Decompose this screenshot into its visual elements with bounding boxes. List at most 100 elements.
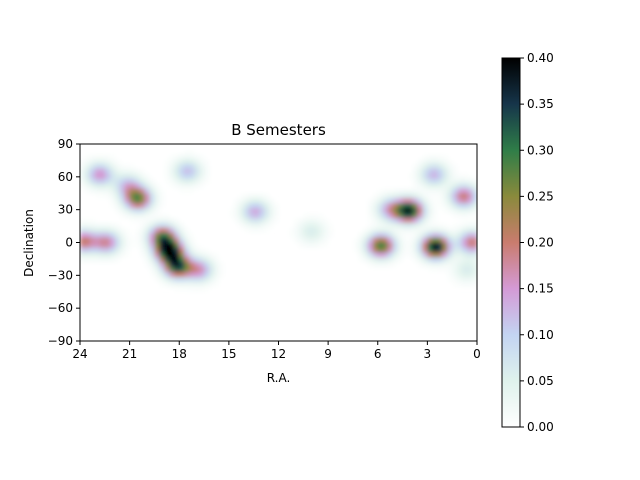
heatmap-cell bbox=[89, 227, 96, 234]
heatmap-cell bbox=[457, 247, 463, 253]
x-tick-label: 3 bbox=[424, 347, 432, 361]
heatmap-cell bbox=[382, 252, 389, 258]
heatmap-cell bbox=[159, 281, 165, 288]
heatmap-cell bbox=[114, 222, 121, 229]
heatmap-cell bbox=[432, 262, 438, 268]
heatmap-cell bbox=[243, 212, 250, 219]
heatmap-cell bbox=[164, 173, 170, 180]
heatmap-cell bbox=[467, 276, 473, 283]
heatmap-cell bbox=[213, 276, 220, 283]
heatmap-cell bbox=[387, 198, 394, 204]
heatmap-cell bbox=[437, 163, 443, 170]
heatmap-cell bbox=[452, 242, 458, 249]
y-tick-label: −30 bbox=[48, 268, 73, 282]
heatmap-cell bbox=[179, 262, 185, 268]
heatmap-cell bbox=[462, 232, 468, 239]
heatmap-cell bbox=[248, 217, 255, 224]
heatmap-cell bbox=[263, 198, 270, 204]
heatmap-cell bbox=[253, 193, 260, 199]
heatmap-cell bbox=[457, 267, 463, 273]
heatmap-cell bbox=[452, 222, 458, 229]
heatmap-cell bbox=[432, 188, 438, 194]
heatmap-cell bbox=[318, 212, 324, 219]
heatmap-cell bbox=[144, 203, 151, 209]
heatmap-cell bbox=[84, 163, 91, 170]
heatmap-cell bbox=[437, 257, 443, 263]
heatmap-cell bbox=[169, 158, 175, 165]
heatmap-cell bbox=[149, 262, 156, 268]
heatmap-cell bbox=[442, 173, 448, 180]
heatmap-cell bbox=[377, 227, 384, 234]
heatmap-cell bbox=[392, 227, 399, 234]
heatmap-cell bbox=[119, 237, 126, 244]
heatmap-cell bbox=[422, 208, 428, 214]
heatmap-cell bbox=[144, 227, 151, 234]
heatmap-cell bbox=[437, 203, 443, 209]
heatmap-cell bbox=[174, 168, 180, 175]
y-tick-label: 30 bbox=[58, 203, 73, 217]
heatmap-cell bbox=[432, 252, 438, 258]
heatmap-cell bbox=[154, 242, 160, 249]
heatmap-cell bbox=[169, 168, 175, 175]
heatmap-cell bbox=[407, 222, 414, 229]
x-tick-label: 0 bbox=[473, 347, 481, 361]
heatmap-cell bbox=[462, 272, 468, 278]
heatmap-cell bbox=[382, 222, 389, 229]
heatmap-cell bbox=[372, 247, 379, 253]
heatmap-cell bbox=[462, 217, 468, 224]
heatmap-cell bbox=[179, 168, 185, 175]
heatmap-cell bbox=[447, 198, 453, 204]
heatmap-cell bbox=[382, 242, 389, 249]
heatmap-cell bbox=[129, 163, 136, 170]
colorbar-tick-label: 0.30 bbox=[527, 143, 554, 157]
heatmap-cell bbox=[139, 237, 146, 244]
heatmap-cell bbox=[372, 203, 379, 209]
heatmap-cell bbox=[432, 227, 438, 234]
heatmap-cell bbox=[144, 242, 151, 249]
heatmap-cell bbox=[174, 158, 180, 165]
heatmap-cell bbox=[377, 222, 384, 229]
heatmap-cell bbox=[109, 252, 116, 258]
heatmap-cell bbox=[169, 242, 175, 249]
heatmap-cell bbox=[427, 203, 433, 209]
heatmap-cell bbox=[164, 163, 170, 170]
heatmap-cell bbox=[174, 232, 180, 239]
heatmap-cell bbox=[367, 217, 374, 224]
heatmap-cell bbox=[144, 178, 151, 184]
heatmap-cell bbox=[462, 227, 468, 234]
heatmap-cell bbox=[174, 183, 180, 189]
heatmap-cell bbox=[109, 188, 116, 194]
heatmap-cell bbox=[318, 222, 324, 229]
heatmap-cell bbox=[209, 267, 215, 273]
heatmap-cell bbox=[218, 262, 225, 268]
heatmap-cell bbox=[467, 188, 473, 194]
heatmap-cell bbox=[194, 178, 200, 184]
heatmap-cell bbox=[427, 222, 433, 229]
heatmap-cell bbox=[457, 262, 463, 268]
heatmap-cell bbox=[209, 276, 215, 283]
heatmap-cell bbox=[179, 188, 185, 194]
heatmap-cell bbox=[417, 193, 424, 199]
heatmap-cell bbox=[179, 222, 185, 229]
heatmap-cell bbox=[213, 252, 220, 258]
heatmap-cell bbox=[149, 183, 156, 189]
heatmap-cell bbox=[407, 252, 414, 258]
heatmap-cell bbox=[144, 232, 151, 239]
heatmap-cell bbox=[243, 193, 250, 199]
heatmap-cell bbox=[169, 217, 175, 224]
heatmap-cell bbox=[209, 257, 215, 263]
heatmap-cell bbox=[442, 222, 448, 229]
heatmap-cell bbox=[447, 208, 453, 214]
heatmap-cell bbox=[432, 203, 438, 209]
heatmap-cell bbox=[382, 208, 389, 214]
heatmap-cell bbox=[134, 212, 141, 219]
heatmap-cell bbox=[412, 188, 419, 194]
heatmap-cell bbox=[189, 262, 195, 268]
heatmap-cell bbox=[372, 212, 379, 219]
heatmap-cell bbox=[437, 247, 443, 253]
heatmap-cell bbox=[372, 257, 379, 263]
heatmap-cell bbox=[417, 178, 424, 184]
heatmap-cell bbox=[144, 262, 151, 268]
x-tick-label: 6 bbox=[374, 347, 382, 361]
heatmap-cell bbox=[318, 242, 324, 249]
